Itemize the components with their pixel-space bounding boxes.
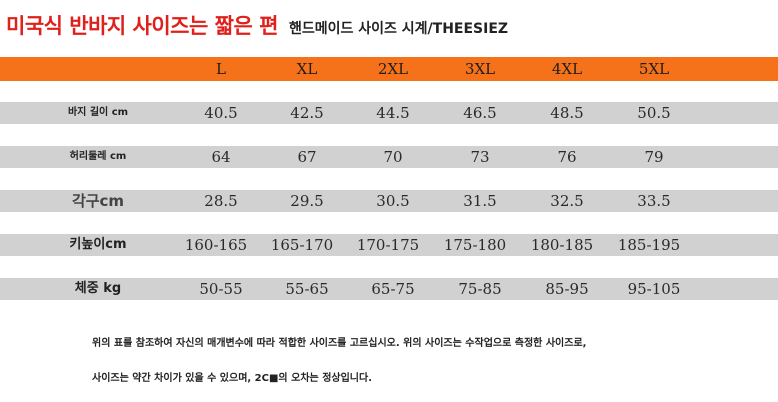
table-cell: 44.5 (376, 104, 410, 122)
row-bar (0, 102, 778, 124)
table-cell: 55-65 (285, 280, 329, 298)
note-line-2: 사이즈는 약간 차이가 있을 수 있으며, 2C■의 오차는 정상입니다. (92, 373, 372, 384)
table-cell: 73 (470, 148, 490, 166)
row-label: 허리둘레 cm (69, 151, 127, 162)
table-cell: 50.5 (637, 104, 671, 122)
row-label: 각구cm (71, 192, 125, 210)
size-col-l: L (216, 60, 226, 78)
table-cell: 33.5 (637, 192, 671, 210)
row-bar (0, 190, 778, 212)
size-col-xl: XL (296, 60, 318, 78)
page-title: 미국식 반바지 사이즈는 짧은 편 핸드메이드 사이즈 시계/THEESIEZ (6, 10, 508, 40)
table-cell: 175-180 (443, 236, 507, 254)
table-cell: 160-165 (184, 236, 248, 254)
table-cell: 65-75 (371, 280, 415, 298)
table-cell: 42.5 (290, 104, 324, 122)
row-bar (0, 278, 778, 300)
table-cell: 95-105 (627, 280, 681, 298)
size-header-row: L XL 2XL 3XL 4XL 5XL (0, 57, 778, 81)
table-cell: 76 (557, 148, 577, 166)
table-cell: 40.5 (204, 104, 238, 122)
size-col-3xl: 3XL (464, 60, 496, 78)
table-cell: 48.5 (550, 104, 584, 122)
table-cell: 185-195 (617, 236, 681, 254)
size-col-5xl: 5XL (638, 60, 670, 78)
table-cell: 180-185 (530, 236, 594, 254)
table-cell: 28.5 (204, 192, 238, 210)
title-main: 미국식 반바지 사이즈는 짧은 편 (6, 14, 278, 38)
size-col-2xl: 2XL (377, 60, 409, 78)
row-label: 체중 kg (74, 281, 122, 296)
table-cell: 50-55 (199, 280, 243, 298)
table-cell: 75-85 (458, 280, 502, 298)
table-cell: 32.5 (550, 192, 584, 210)
table-cell: 70 (383, 148, 403, 166)
row-bar (0, 234, 778, 256)
table-cell: 46.5 (463, 104, 497, 122)
table-cell: 79 (644, 148, 664, 166)
table-cell: 64 (211, 148, 231, 166)
table-cell: 67 (297, 148, 317, 166)
table-cell: 165-170 (270, 236, 334, 254)
size-col-4xl: 4XL (551, 60, 583, 78)
note-line-1: 위의 표를 참조하여 자신의 매개변수에 따라 적합한 사이즈를 고르십시오. … (92, 338, 587, 349)
row-label: 키높이cm (69, 237, 127, 252)
table-cell: 31.5 (463, 192, 497, 210)
row-label: 바지 길이 cm (67, 107, 129, 118)
row-bar (0, 146, 778, 168)
title-sub: 핸드메이드 사이즈 시계/THEESIEZ (289, 21, 509, 37)
table-cell: 170-175 (356, 236, 420, 254)
table-cell: 29.5 (290, 192, 324, 210)
table-cell: 30.5 (376, 192, 410, 210)
table-cell: 85-95 (545, 280, 589, 298)
